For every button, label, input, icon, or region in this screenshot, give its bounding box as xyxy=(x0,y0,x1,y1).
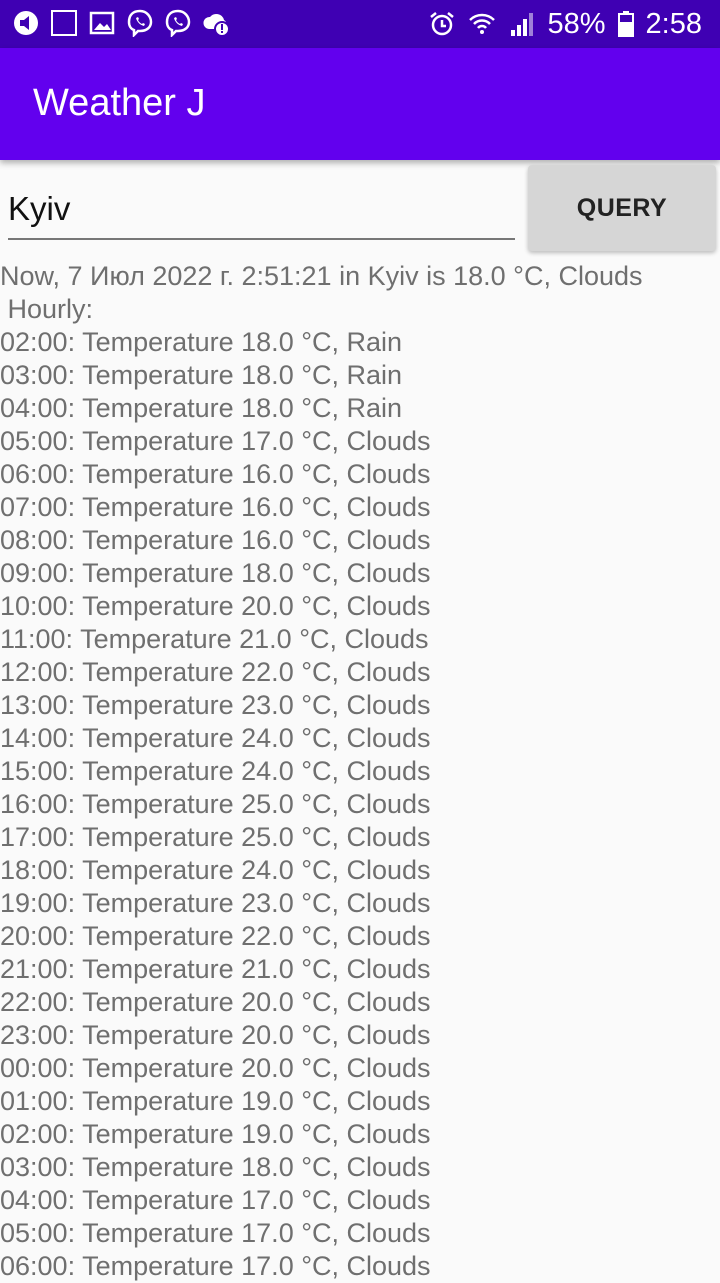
query-button[interactable]: QUERY xyxy=(528,165,716,251)
hourly-row: 02:00: Temperature 19.0 °C, Clouds xyxy=(0,1119,431,1149)
hourly-row: 20:00: Temperature 22.0 °C, Clouds xyxy=(0,921,431,951)
status-bar: 58% 2:58 xyxy=(0,0,720,48)
hourly-row: 21:00: Temperature 21.0 °C, Clouds xyxy=(0,954,431,984)
notification-icon xyxy=(12,9,40,37)
hourly-row: 01:00: Temperature 19.0 °C, Clouds xyxy=(0,1086,431,1116)
hourly-row: 08:00: Temperature 16.0 °C, Clouds xyxy=(0,525,431,555)
city-input[interactable] xyxy=(8,180,515,240)
app-bar: Weather J xyxy=(0,48,720,160)
viber-icon xyxy=(164,9,192,37)
hourly-row: 10:00: Temperature 20.0 °C, Clouds xyxy=(0,591,431,621)
clock: 2:58 xyxy=(645,7,702,40)
status-system-icons: 58% 2:58 xyxy=(428,6,702,42)
square-icon xyxy=(50,9,78,37)
app-title: Weather J xyxy=(33,82,206,124)
alarm-icon xyxy=(428,10,456,38)
hourly-row: 06:00: Temperature 17.0 °C, Clouds xyxy=(0,1251,431,1281)
hourly-row: 13:00: Temperature 23.0 °C, Clouds xyxy=(0,690,431,720)
weather-output: Now, 7 Июл 2022 г. 2:51:21 in Kyiv is 18… xyxy=(0,260,720,1283)
hourly-row: 11:00: Temperature 21.0 °C, Clouds xyxy=(0,624,429,654)
status-notification-icons xyxy=(12,9,230,37)
wifi-icon xyxy=(468,10,496,38)
cloud-alert-icon xyxy=(202,9,230,37)
image-icon xyxy=(88,9,116,37)
hourly-row: 04:00: Temperature 17.0 °C, Clouds xyxy=(0,1185,431,1215)
hourly-row: 14:00: Temperature 24.0 °C, Clouds xyxy=(0,723,431,753)
hourly-row: 06:00: Temperature 16.0 °C, Clouds xyxy=(0,459,431,489)
hourly-row: 16:00: Temperature 25.0 °C, Clouds xyxy=(0,789,431,819)
hourly-row: 18:00: Temperature 24.0 °C, Clouds xyxy=(0,855,431,885)
hourly-row: 03:00: Temperature 18.0 °C, Clouds xyxy=(0,1152,431,1182)
hourly-row: 00:00: Temperature 20.0 °C, Clouds xyxy=(0,1053,431,1083)
current-weather-text: Now, 7 Июл 2022 г. 2:51:21 in Kyiv is 18… xyxy=(0,261,643,291)
hourly-row: 03:00: Temperature 18.0 °C, Rain xyxy=(0,360,403,390)
hourly-row: 05:00: Temperature 17.0 °C, Clouds xyxy=(0,426,431,456)
hourly-row: 17:00: Temperature 25.0 °C, Clouds xyxy=(0,822,431,852)
hourly-row: 07:00: Temperature 16.0 °C, Clouds xyxy=(0,492,431,522)
hourly-row: 22:00: Temperature 20.0 °C, Clouds xyxy=(0,987,431,1017)
hourly-row: 23:00: Temperature 20.0 °C, Clouds xyxy=(0,1020,431,1050)
hourly-label: Hourly: xyxy=(0,294,94,324)
battery-percent: 58% xyxy=(547,7,606,40)
signal-icon xyxy=(508,10,536,38)
hourly-row: 05:00: Temperature 17.0 °C, Clouds xyxy=(0,1218,431,1248)
hourly-row: 19:00: Temperature 23.0 °C, Clouds xyxy=(0,888,431,918)
hourly-row: 09:00: Temperature 18.0 °C, Clouds xyxy=(0,558,431,588)
battery-icon xyxy=(617,10,634,38)
hourly-row: 12:00: Temperature 22.0 °C, Clouds xyxy=(0,657,431,687)
hourly-row: 15:00: Temperature 24.0 °C, Clouds xyxy=(0,756,431,786)
viber-icon xyxy=(126,9,154,37)
hourly-row: 04:00: Temperature 18.0 °C, Rain xyxy=(0,393,403,423)
hourly-row: 02:00: Temperature 18.0 °C, Rain xyxy=(0,327,403,357)
